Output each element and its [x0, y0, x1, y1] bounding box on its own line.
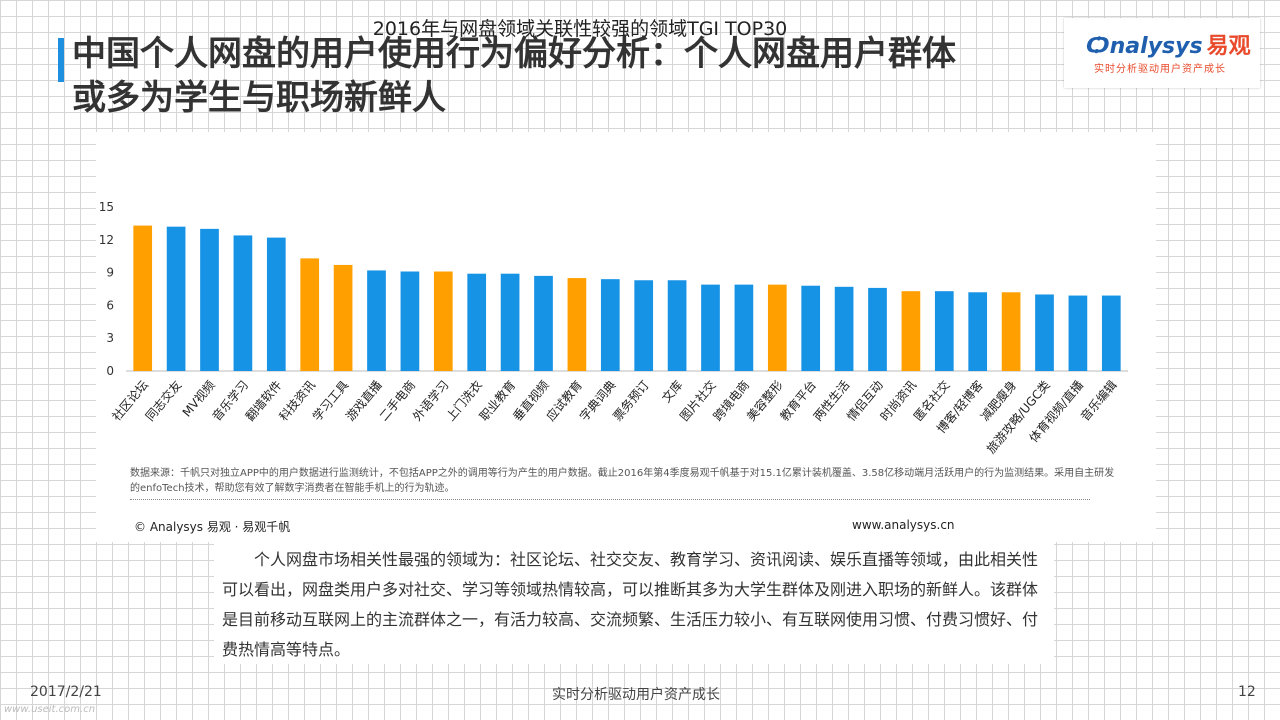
x-tick-label: 音乐编辑: [1077, 377, 1119, 423]
bar: [667, 280, 687, 371]
bar: [767, 284, 787, 371]
data-source-note: 数据来源：千帆只对独立APP中的用户数据进行监测统计，不包括APP之外的调用等行…: [130, 468, 1115, 494]
y-tick-label: 3: [106, 331, 114, 345]
bar: [300, 258, 320, 371]
bar: [200, 228, 219, 371]
page-title-line-1: 中国个人网盘的用户使用行为偏好分析：个人网盘用户群体: [72, 34, 956, 74]
bar: [701, 284, 720, 371]
bar: [1068, 295, 1088, 371]
bar: [968, 292, 988, 371]
y-tick-label: 12: [99, 233, 114, 247]
bar: [1101, 295, 1121, 371]
bar: [801, 285, 821, 371]
bar: [166, 226, 186, 371]
bar: [433, 271, 453, 371]
page-number: 12: [1238, 684, 1256, 700]
chart-title: 2016年与网盘领域关联性较强的领域TGI TOP30: [372, 18, 788, 40]
y-tick-label: 6: [106, 298, 114, 312]
x-tick-label: 文库: [658, 377, 685, 405]
bar: [133, 225, 153, 371]
bar: [734, 284, 754, 371]
page-title: 中国个人网盘的用户使用行为偏好分析：个人网盘用户群体 或多为学生与职场新鲜人: [72, 32, 1062, 120]
summary-panel: [214, 542, 1054, 664]
y-tick-label: 9: [106, 266, 114, 280]
summary-text: 个人网盘市场相关性最强的领域为：社区论坛、社交交友、教育学习、资讯阅读、娱乐直播…: [222, 550, 1039, 659]
logo-brand-cn: 易观: [1206, 34, 1251, 59]
bar: [901, 291, 921, 371]
bar: [400, 271, 420, 371]
title-accent-bar: [58, 38, 64, 82]
bar: [1001, 292, 1021, 371]
note-divider: [130, 499, 1090, 500]
bar: [233, 235, 253, 371]
bar: [634, 280, 654, 371]
bar: [1035, 294, 1054, 371]
bar: [333, 264, 353, 371]
x-tick-label: 票务预订: [610, 377, 652, 423]
x-tick-label: 同志交友: [142, 377, 184, 423]
logo-a-icon: Ѻ: [1086, 34, 1110, 59]
logo-brand: nalysys: [1109, 34, 1203, 59]
bar-chart: 03691215社区论坛同志交友MV视频音乐学习翻墙软件科技资讯学习工具游戏直播…: [99, 200, 1128, 456]
bar: [567, 278, 587, 371]
bar: [868, 287, 887, 371]
y-tick-label: 0: [106, 364, 114, 378]
y-tick-label: 15: [99, 200, 114, 214]
logo-wordmark: Ѻnalysys 易观: [1086, 28, 1251, 60]
logo-slogan: 实时分析驱动用户资产成长: [1094, 64, 1226, 75]
analysys-logo: Ѻnalysys 易观 实时分析驱动用户资产成长: [1064, 18, 1260, 88]
bar: [367, 270, 386, 371]
page-title-line-2: 或多为学生与职场新鲜人: [72, 78, 446, 118]
bar: [467, 273, 487, 371]
bar: [534, 275, 553, 371]
footer-date: 2017/2/21: [30, 684, 102, 700]
website-link[interactable]: www.analysys.cn: [852, 518, 955, 532]
bar: [834, 286, 854, 371]
bar: [600, 279, 620, 371]
copyright-text: © Analysys 易观 · 易观千帆: [134, 520, 291, 534]
bar: [266, 237, 286, 371]
footer-watermark: www.useit.com.cn: [4, 704, 96, 715]
bar: [934, 291, 954, 371]
footer-slogan: 实时分析驱动用户资产成长: [552, 687, 720, 703]
bar: [500, 273, 520, 371]
